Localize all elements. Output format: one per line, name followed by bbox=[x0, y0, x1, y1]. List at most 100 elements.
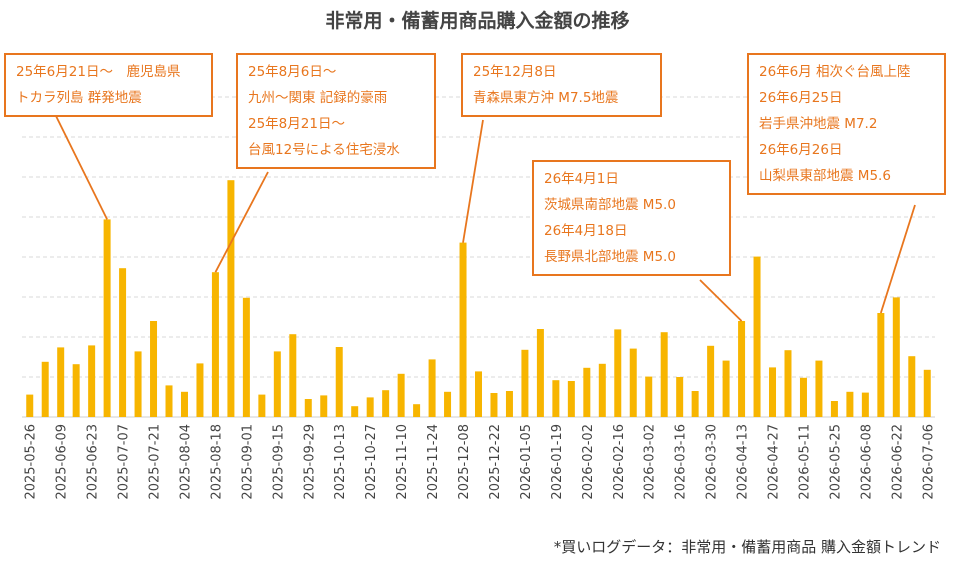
bar-2025-10-27 bbox=[366, 397, 374, 417]
bar-2026-07-06 bbox=[923, 369, 931, 417]
bar-2026-06-08 bbox=[861, 392, 869, 417]
bar-2025-05-26 bbox=[26, 394, 34, 417]
bar-2025-12-15 bbox=[475, 371, 482, 417]
x-tick-label: 2025-09-29 bbox=[302, 424, 317, 500]
bar-2026-01-05 bbox=[521, 349, 529, 417]
bar-2025-10-20 bbox=[351, 406, 359, 417]
bar-2026-04-06 bbox=[722, 360, 730, 417]
callout-heavy-rain: 25年8月6日～ 九州～関東 記録的豪雨 25年8月21日～ 台風12号による住… bbox=[236, 53, 436, 169]
bar-2025-09-15 bbox=[273, 351, 281, 417]
bar-2025-11-03 bbox=[382, 390, 390, 417]
bar-2025-11-17 bbox=[413, 404, 421, 417]
callout-line: 山梨県東部地震 M5.6 bbox=[759, 168, 891, 184]
bar-2025-06-02 bbox=[41, 361, 49, 417]
bar-2025-08-18 bbox=[211, 272, 219, 417]
callout-line: 26年4月1日 bbox=[544, 171, 619, 187]
x-tick-label: 2026-04-13 bbox=[736, 424, 751, 500]
x-tick-label: 2025-05-26 bbox=[24, 424, 39, 500]
bar-2025-09-22 bbox=[289, 334, 297, 417]
bar-2026-02-02 bbox=[583, 367, 591, 417]
bar-2026-04-27 bbox=[769, 367, 777, 417]
callout-aomori: 25年12月8日 青森県東方沖 M7.5地震 bbox=[461, 53, 662, 117]
callout-leader-3 bbox=[699, 279, 743, 322]
bar-2025-06-30 bbox=[103, 219, 111, 417]
x-tick-label: 2026-05-25 bbox=[828, 424, 843, 500]
callout-line: 25年12月8日 bbox=[473, 64, 557, 80]
bar-2026-05-18 bbox=[815, 360, 823, 417]
bar-2026-05-25 bbox=[830, 401, 838, 417]
callout-line: 26年6月25日 bbox=[759, 90, 843, 106]
bar-2025-07-21 bbox=[150, 321, 158, 417]
bar-2025-09-01 bbox=[242, 297, 250, 417]
chart-title: 非常用・備蓄用商品購入金額の推移 bbox=[325, 10, 630, 32]
x-tick-label: 2025-08-04 bbox=[178, 424, 193, 500]
bars bbox=[26, 180, 931, 417]
x-tick-label: 2026-01-19 bbox=[550, 424, 565, 500]
bar-2025-06-16 bbox=[72, 364, 80, 417]
callout-line: 九州～関東 記録的豪雨 bbox=[248, 90, 388, 106]
bar-2025-12-08 bbox=[459, 242, 467, 417]
bar-2026-05-11 bbox=[799, 377, 807, 417]
callout-line: トカラ列島 群発地震 bbox=[16, 90, 142, 106]
footnote: *買いログデータ：非常用・備蓄用商品 購入金額トレンド bbox=[553, 538, 941, 556]
x-tick-label: 2025-07-07 bbox=[117, 424, 132, 500]
bar-2026-06-15 bbox=[877, 313, 885, 417]
x-tick-label: 2025-09-01 bbox=[240, 424, 255, 500]
x-tick-label: 2026-03-30 bbox=[705, 424, 720, 500]
bar-2026-05-04 bbox=[784, 350, 792, 417]
callout-tokara: 25年6月21日～ 鹿児島県 トカラ列島 群発地震 bbox=[4, 53, 213, 117]
bar-2026-03-16 bbox=[676, 377, 684, 417]
callout-line: 青森県東方沖 M7.5地震 bbox=[473, 90, 619, 106]
x-tick-label: 2025-07-21 bbox=[148, 424, 163, 500]
bar-2026-02-09 bbox=[598, 363, 606, 417]
bar-2025-11-24 bbox=[428, 359, 436, 417]
bar-2026-06-01 bbox=[846, 391, 854, 417]
bar-2026-01-26 bbox=[567, 381, 575, 417]
bar-2026-02-23 bbox=[629, 348, 637, 417]
callout-line: 26年4月18日 bbox=[544, 223, 628, 239]
callout-line: 25年8月21日～ bbox=[248, 116, 345, 132]
bar-2026-01-19 bbox=[552, 380, 560, 417]
x-tick-label: 2025-12-22 bbox=[488, 424, 503, 500]
bar-2025-09-29 bbox=[304, 399, 312, 417]
x-tick-label: 2025-11-24 bbox=[426, 424, 441, 500]
x-tick-label: 2025-08-18 bbox=[209, 424, 224, 500]
x-tick-label: 2025-06-23 bbox=[86, 424, 101, 500]
callout-line: 台風12号による住宅浸水 bbox=[248, 142, 400, 158]
x-tick-label: 2026-07-06 bbox=[921, 424, 936, 500]
callout-line: 26年6月 相次ぐ台風上陸 bbox=[759, 64, 911, 80]
bar-2025-08-04 bbox=[180, 391, 188, 417]
bar-2026-03-30 bbox=[707, 345, 715, 417]
x-axis-ticks: 2025-05-26 2025-06-09 2025-06-23 2025-07-07… bbox=[24, 424, 937, 500]
callout-line: 長野県北部地震 M5.0 bbox=[544, 249, 676, 265]
x-tick-label: 2025-06-09 bbox=[55, 424, 70, 500]
bar-2026-03-23 bbox=[691, 391, 699, 417]
x-tick-label: 2025-09-15 bbox=[271, 424, 286, 500]
bar-2025-08-25 bbox=[227, 180, 235, 417]
bar-2026-04-20 bbox=[753, 256, 761, 417]
bar-2025-06-09 bbox=[57, 347, 65, 417]
callout-line: 25年8月6日～ bbox=[248, 64, 337, 80]
x-tick-label: 2026-01-05 bbox=[519, 424, 534, 500]
bar-2025-10-13 bbox=[335, 347, 343, 417]
x-tick-label: 2025-10-27 bbox=[364, 424, 379, 500]
x-tick-label: 2026-03-16 bbox=[674, 424, 689, 500]
callout-line: 26年6月26日 bbox=[759, 142, 843, 158]
callout-typhoon-iwate: 26年6月 相次ぐ台風上陸 26年6月25日 岩手県沖地震 M7.2 26年6月… bbox=[747, 53, 946, 195]
x-tick-label: 2026-03-02 bbox=[643, 424, 658, 500]
x-tick-label: 2026-02-02 bbox=[581, 424, 596, 500]
bar-2026-03-02 bbox=[645, 376, 653, 417]
callout-leader-0 bbox=[55, 115, 108, 220]
callout-leader-4 bbox=[879, 204, 916, 314]
bar-2025-08-11 bbox=[196, 363, 204, 417]
bar-2025-11-10 bbox=[397, 373, 405, 417]
x-tick-label: 2026-06-08 bbox=[859, 424, 874, 500]
callout-line: 岩手県沖地震 M7.2 bbox=[759, 116, 878, 132]
bar-2025-07-14 bbox=[134, 351, 142, 417]
bar-2026-06-29 bbox=[908, 356, 916, 417]
x-tick-label: 2025-12-08 bbox=[457, 424, 472, 500]
bar-2025-12-01 bbox=[444, 391, 452, 417]
x-tick-label: 2026-02-16 bbox=[612, 424, 627, 500]
callout-ibaraki-nagano: 26年4月1日 茨城県南部地震 M5.0 26年4月18日 長野県北部地震 M5… bbox=[532, 160, 731, 276]
